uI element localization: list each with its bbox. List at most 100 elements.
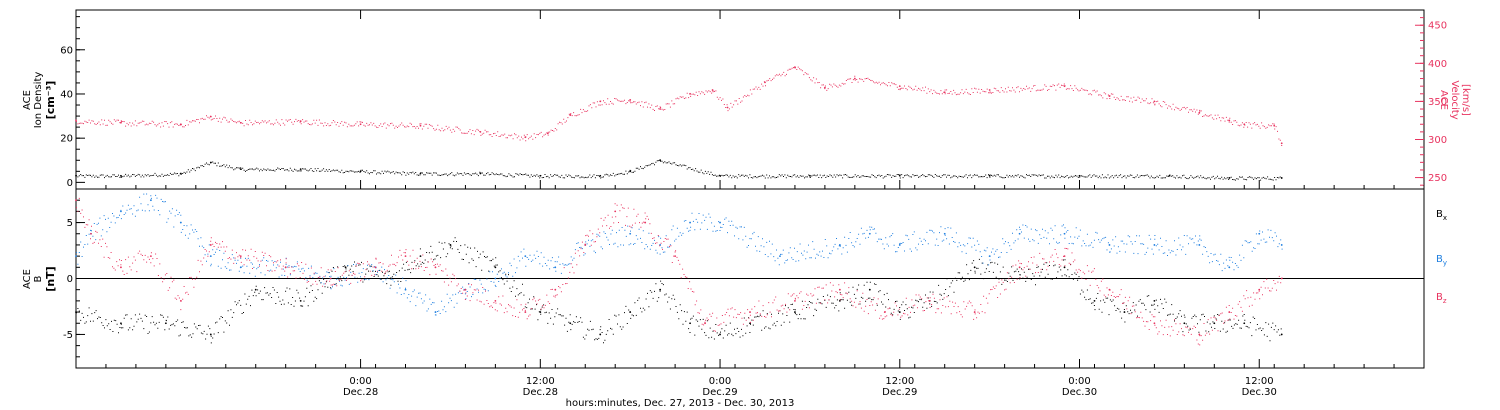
bz-series-anchor-point — [1228, 311, 1231, 313]
bz-series-anchor-point — [973, 311, 976, 313]
bx-series-anchor-point — [494, 266, 497, 269]
velocity-series-anchor-point — [75, 119, 77, 122]
velocity-series-anchor-point — [823, 86, 826, 89]
velocity-series-anchor-point — [546, 132, 549, 135]
by-series-anchor-point — [629, 232, 632, 235]
top-left-ytick-label: 40 — [60, 89, 73, 100]
bz-series-anchor-point — [120, 266, 122, 269]
bz-series-anchor-point — [494, 299, 497, 302]
bx-series-anchor-point — [898, 311, 901, 313]
velocity-series-anchor-point — [569, 114, 572, 117]
x-axis-title: hours:minutes, Dec. 27, 2013 - Dec. 30, … — [566, 398, 795, 409]
by-series-anchor-point — [838, 244, 841, 246]
ion-density-series-anchor-point — [809, 174, 811, 177]
by-series-anchor-point — [209, 255, 212, 258]
bz-series-anchor-point — [1018, 266, 1021, 269]
bx-series-anchor-point — [1213, 322, 1216, 325]
by-series-anchor-point — [494, 277, 497, 280]
top-panel-frame — [75, 9, 1425, 190]
by-series-anchor-point — [1198, 244, 1201, 246]
bz-series-anchor-point — [794, 299, 796, 302]
ion-density-series-anchor-point — [479, 172, 482, 175]
by-series-anchor-point — [689, 221, 691, 224]
ion-density-series-anchor-point — [599, 174, 602, 177]
bz-series-anchor-point — [704, 322, 706, 325]
by-series-anchor-point — [404, 288, 407, 291]
bx-series-anchor-point — [629, 311, 632, 313]
x-tick-label-time: 12:00 — [885, 376, 914, 387]
by-series-anchor-point — [1153, 244, 1156, 246]
bz-series-anchor-point — [284, 266, 287, 269]
top-left-ylabel-line3: [cm⁻³] — [44, 81, 57, 120]
velocity-series-anchor-point — [599, 100, 602, 103]
bx-series-anchor-point — [838, 299, 841, 302]
bz-series-anchor-point — [404, 255, 407, 258]
bz-series-anchor-point — [374, 266, 377, 269]
velocity-series-anchor-point — [853, 77, 856, 80]
bz-series-anchor-point — [434, 266, 437, 269]
ion-density-series-anchor-point — [719, 174, 721, 177]
bottom-ytick-label: 5 — [67, 218, 73, 229]
velocity-series-anchor-point — [988, 89, 991, 91]
x-tick-label-date: Dec.29 — [702, 387, 737, 398]
x-tick-label-time: 0:00 — [349, 376, 371, 387]
bx-series-anchor-point — [539, 311, 542, 313]
ion-density-series-anchor-point — [1078, 174, 1081, 177]
velocity-series-points — [76, 66, 1283, 146]
by-series-anchor-point — [75, 255, 77, 258]
bz-series-anchor-point — [644, 221, 647, 224]
by-series-anchor-point — [179, 221, 182, 224]
bx-series-anchor-point — [868, 288, 871, 291]
ion-density-series-anchor-point — [1228, 177, 1231, 179]
bz-series-anchor-point — [674, 255, 677, 258]
bx-series-anchor-point — [1243, 322, 1246, 325]
bx-series-anchor-point — [1123, 311, 1126, 313]
by-series-anchor-point — [943, 232, 946, 235]
by-series-anchor-point — [434, 311, 437, 313]
velocity-series-anchor-point — [1063, 85, 1066, 88]
x-tick-label-date: Dec.28 — [343, 387, 378, 398]
bx-series-anchor-point — [120, 322, 122, 325]
bx-series-anchor-point — [569, 322, 572, 325]
x-tick-label-date: Dec.28 — [523, 387, 558, 398]
top-left-ylabel-line1: ACE — [22, 90, 33, 110]
bz-series-anchor-point — [239, 255, 242, 258]
bottom-panel-series — [75, 193, 1283, 346]
x-tick-label-time: 0:00 — [1068, 376, 1090, 387]
x-tick-label-time: 0:00 — [709, 376, 731, 387]
by-series-anchor-point — [239, 266, 242, 269]
bx-series-anchor-point — [344, 266, 347, 269]
bz-series-anchor-point — [179, 299, 182, 302]
velocity-series-anchor-point — [120, 121, 122, 124]
velocity-series-anchor-point — [764, 81, 766, 84]
velocity-series-anchor-point — [711, 89, 714, 91]
bz-series-anchor-point — [1198, 333, 1201, 336]
bz-series — [75, 197, 1283, 346]
ion-density-series-anchor-point — [239, 168, 242, 171]
bx-series-anchor-point — [973, 266, 976, 269]
ion-density-series-anchor-point — [299, 168, 302, 171]
ion-density-series-anchor-point — [629, 170, 632, 173]
top-right-ytick-label: 350 — [1428, 97, 1447, 108]
by-series-anchor-point — [988, 255, 991, 258]
bz-series-anchor-point — [1258, 288, 1261, 291]
bx-series-anchor-point — [599, 333, 602, 336]
top-right-ylabel-line3: [km/s] — [1460, 84, 1471, 116]
bx-series-anchor-point — [689, 322, 691, 325]
bz-series-anchor-point — [1108, 288, 1111, 291]
top-right-ytick-label: 300 — [1428, 135, 1447, 146]
ion-density-series-points — [76, 159, 1283, 181]
by-series-anchor-point — [524, 255, 527, 258]
bx-series-anchor-point — [164, 322, 167, 325]
legend-by: By — [1436, 254, 1447, 267]
velocity-series-anchor-point — [689, 92, 691, 95]
top-left-ylabel-line2: Ion Density — [33, 72, 44, 129]
by-series — [75, 193, 1283, 316]
bx-series-anchor-point — [1280, 333, 1283, 336]
velocity-series-anchor-point — [1108, 95, 1111, 97]
ion-density-series-anchor-point — [179, 172, 182, 175]
velocity-series-anchor-point — [239, 121, 242, 124]
bx-series-anchor-point — [389, 277, 392, 280]
x-tick-label-time: 12:00 — [526, 376, 555, 387]
bx-series-anchor-point — [75, 311, 77, 313]
